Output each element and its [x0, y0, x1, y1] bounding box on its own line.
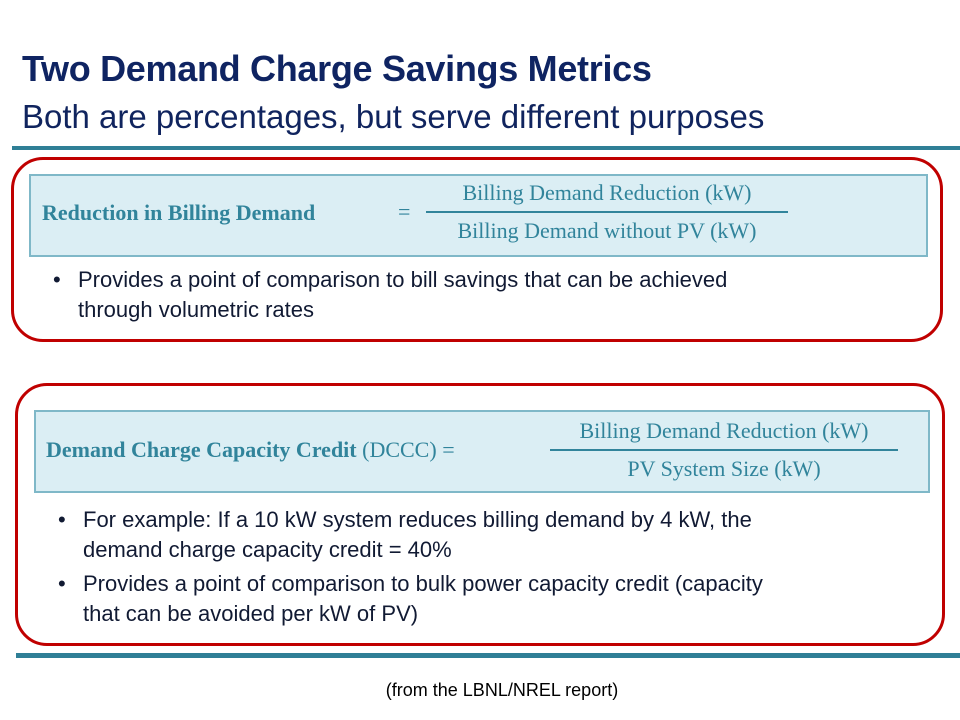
- fraction-bar: [550, 449, 898, 451]
- metric2-fraction: Billing Demand Reduction (kW) PV System …: [550, 418, 898, 482]
- bullet-icon: •: [58, 507, 66, 532]
- bullet-icon: •: [58, 571, 66, 596]
- metric1-outline: [11, 157, 943, 342]
- metric1-denominator: Billing Demand without PV (kW): [457, 218, 757, 243]
- metric2-equals: =: [442, 437, 455, 462]
- metric2-denominator: PV System Size (kW): [627, 456, 821, 481]
- metric1-label: Reduction in Billing Demand: [42, 200, 316, 225]
- bullet-text: Provides a point of comparison to bulk p…: [83, 571, 763, 626]
- metric2-label-group: Demand Charge Capacity Credit (DCCC) =: [46, 437, 455, 463]
- slide-title: Two Demand Charge Savings Metrics: [22, 48, 652, 89]
- bullet-text: Provides a point of comparison to bill s…: [78, 267, 728, 322]
- metric1-equals: =: [398, 199, 411, 224]
- metric2-outline: [15, 383, 945, 646]
- source-caption: (from the LBNL/NREL report): [385, 680, 619, 700]
- metric2-abbrev: (DCCC): [362, 437, 437, 462]
- bullet-icon: •: [53, 267, 61, 292]
- metric2-formula-box: [34, 410, 930, 493]
- bottom-divider: [16, 653, 960, 658]
- metric2-label: Demand Charge Capacity Credit: [46, 437, 357, 462]
- metric2-numerator: Billing Demand Reduction (kW): [579, 418, 869, 443]
- metric1-numerator: Billing Demand Reduction (kW): [462, 180, 752, 205]
- title-divider: [12, 146, 960, 150]
- metric1-formula-box: [29, 174, 928, 257]
- metric1-fraction: Billing Demand Reduction (kW) Billing De…: [426, 180, 788, 244]
- fraction-bar: [426, 211, 788, 213]
- slide-subtitle: Both are percentages, but serve differen…: [22, 98, 765, 135]
- bullet-text: For example: If a 10 kW system reduces b…: [83, 507, 752, 562]
